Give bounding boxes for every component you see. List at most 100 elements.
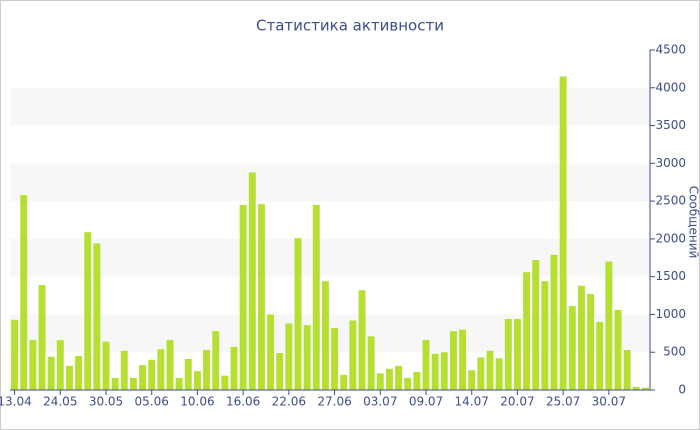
bar xyxy=(605,261,613,390)
bar xyxy=(129,377,137,390)
bar xyxy=(385,368,393,390)
bar xyxy=(102,341,110,390)
bar xyxy=(230,346,238,390)
y-axis-title: Сообщений xyxy=(687,186,700,259)
bar xyxy=(559,76,567,390)
bar xyxy=(120,350,128,390)
bar xyxy=(641,387,649,390)
bar xyxy=(294,238,302,390)
bar xyxy=(20,195,28,390)
y-tick-label: 1500 xyxy=(655,269,686,283)
grid-band xyxy=(10,163,650,202)
bar xyxy=(349,320,357,390)
bar xyxy=(376,373,384,390)
bar xyxy=(184,359,192,390)
bar xyxy=(312,204,320,390)
bar xyxy=(587,294,595,390)
y-tick-label: 2000 xyxy=(655,231,686,245)
y-tick-label: 3000 xyxy=(655,156,686,170)
bar xyxy=(285,323,293,390)
x-tick-label: 03.07 xyxy=(363,395,397,409)
bar xyxy=(38,284,46,390)
bar xyxy=(568,306,576,390)
x-tick-label: 16.06 xyxy=(226,395,260,409)
bar xyxy=(486,350,494,390)
bar xyxy=(267,314,275,390)
bar xyxy=(175,377,183,390)
x-tick-label: 27.06 xyxy=(317,395,351,409)
grid-band xyxy=(10,238,650,277)
bar xyxy=(193,371,201,390)
x-tick-label: 14.07 xyxy=(455,395,489,409)
bar xyxy=(239,204,247,390)
bar xyxy=(632,386,640,390)
bar xyxy=(596,322,604,390)
bar xyxy=(459,329,467,390)
bar xyxy=(257,204,265,390)
bar xyxy=(422,340,430,390)
bar xyxy=(513,318,521,390)
x-tick-label: 09.07 xyxy=(409,395,443,409)
bar xyxy=(93,243,101,390)
bar xyxy=(395,365,403,390)
bar xyxy=(203,349,211,390)
grid-band xyxy=(10,87,650,126)
bar xyxy=(75,356,83,390)
bar xyxy=(157,349,165,390)
bar xyxy=(331,328,339,390)
bar xyxy=(11,319,19,390)
bar xyxy=(495,358,503,390)
chart-title: Статистика активности xyxy=(256,17,444,35)
bar xyxy=(248,172,256,390)
bar xyxy=(614,309,622,390)
bar xyxy=(413,371,421,390)
bar xyxy=(321,281,329,390)
bar xyxy=(303,325,311,390)
bar xyxy=(221,375,229,390)
bar xyxy=(404,377,412,390)
x-tick-label: 05.06 xyxy=(135,395,169,409)
y-tick-label: 500 xyxy=(663,345,686,359)
y-tick-label: 0 xyxy=(678,383,686,397)
bar xyxy=(431,353,439,390)
bar xyxy=(550,254,558,390)
bar xyxy=(111,377,119,390)
y-tick-label: 4500 xyxy=(655,43,686,57)
bar xyxy=(84,232,92,390)
y-tick-label: 1000 xyxy=(655,307,686,321)
bar xyxy=(340,374,348,390)
bar xyxy=(56,340,64,390)
bar xyxy=(504,318,512,390)
bar xyxy=(440,352,448,390)
bar xyxy=(523,272,531,390)
bar xyxy=(65,365,73,390)
bar xyxy=(367,336,375,390)
bar xyxy=(468,370,476,390)
x-tick-label: 30.05 xyxy=(89,395,123,409)
bar xyxy=(532,260,540,390)
x-tick-label: 10.06 xyxy=(180,395,214,409)
y-tick-label: 4000 xyxy=(655,80,686,94)
bar xyxy=(477,357,485,390)
x-tick-label: 20.07 xyxy=(500,395,534,409)
bar xyxy=(139,365,147,390)
x-tick-label: 13.04 xyxy=(0,395,32,409)
x-tick-label: 25.07 xyxy=(546,395,580,409)
bar xyxy=(212,331,220,390)
bar xyxy=(358,290,366,390)
bar xyxy=(449,331,457,390)
bar xyxy=(166,340,174,390)
x-tick-label: 24.05 xyxy=(43,395,77,409)
bar xyxy=(276,352,284,390)
x-tick-label: 22.06 xyxy=(272,395,306,409)
bar xyxy=(623,349,631,390)
y-tick-label: 3500 xyxy=(655,118,686,132)
bar xyxy=(47,356,55,390)
bar xyxy=(29,340,37,390)
x-tick-label: 30.07 xyxy=(592,395,626,409)
bar xyxy=(148,359,156,390)
bar xyxy=(577,285,585,390)
bar xyxy=(541,281,549,390)
y-tick-label: 2500 xyxy=(655,194,686,208)
